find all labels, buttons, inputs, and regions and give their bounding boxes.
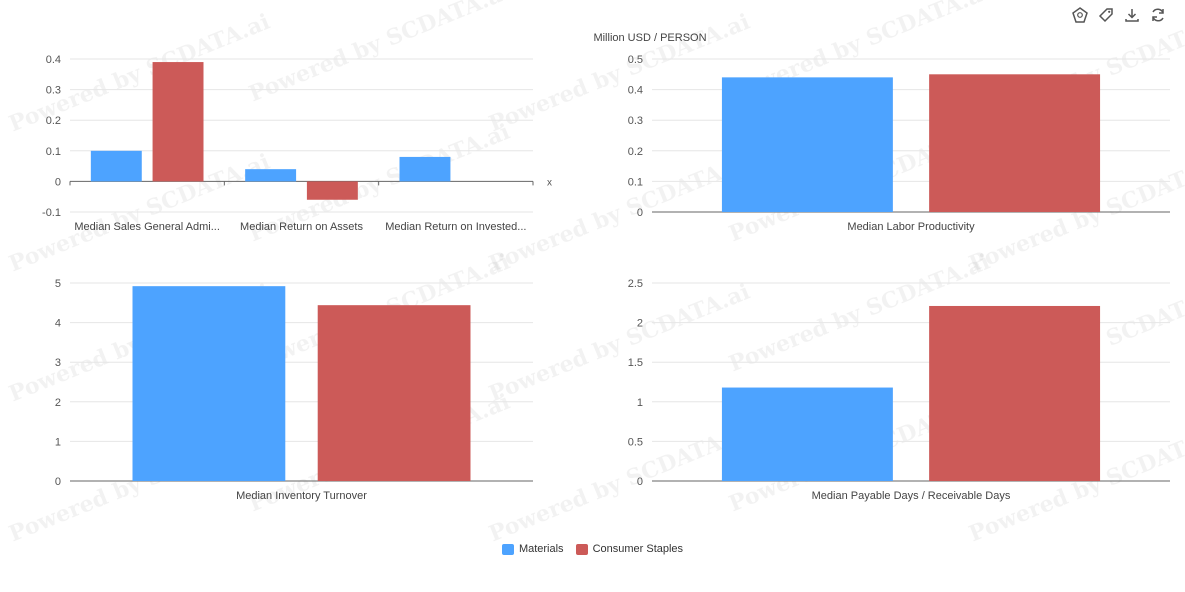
- x-category-label: Median Return on Invested...: [385, 221, 526, 233]
- y-tick-label: 4: [55, 318, 61, 330]
- y-tick-label: 3: [55, 357, 61, 369]
- x-category-label: Median Labor Productivity: [847, 221, 975, 233]
- bar-consumer-staples: [929, 74, 1101, 212]
- y-tick-label: 0.5: [628, 436, 643, 448]
- y-tick-label: 0.4: [628, 85, 643, 97]
- x-category-label: Median Inventory Turnover: [236, 490, 367, 502]
- y-tick-label: 0: [637, 207, 643, 219]
- x-category-label: Median Return on Assets: [240, 221, 363, 233]
- y-tick-label: 0.1: [46, 146, 61, 158]
- y-tick-label: 0.1: [628, 176, 643, 188]
- bar-materials: [90, 150, 142, 182]
- y-tick-label: 0.2: [46, 115, 61, 127]
- y-tick-label: 2.5: [628, 278, 643, 290]
- bar-materials: [721, 387, 893, 481]
- bar-consumer-staples: [929, 305, 1101, 481]
- y-tick-label: -0.1: [42, 207, 61, 219]
- bar-consumer-staples: [317, 305, 471, 481]
- legend-swatch-materials: [501, 543, 514, 555]
- refresh-icon[interactable]: [1149, 6, 1167, 24]
- y-tick-label: 0.3: [628, 115, 643, 127]
- y-tick-label: 0.5: [628, 54, 643, 66]
- legend-item-materials[interactable]: Materials: [501, 543, 564, 555]
- y-tick-label: 0.3: [46, 85, 61, 97]
- y-tick-label: 2: [55, 397, 61, 409]
- bar-materials: [721, 77, 893, 212]
- x-axis-label: x: [547, 177, 552, 188]
- bar-materials: [245, 169, 297, 182]
- bar-consumer-staples: [152, 62, 204, 182]
- x-category-label: Median Payable Days / Receivable Days: [812, 490, 1011, 502]
- x-category-label: Median Sales General Admi...: [74, 221, 220, 233]
- bar-consumer-staples: [306, 181, 358, 200]
- y-tick-label: 0.2: [628, 146, 643, 158]
- legend: Materials Consumer Staples: [0, 543, 1185, 555]
- y-tick-label: 0: [637, 476, 643, 488]
- bar-materials: [399, 156, 451, 182]
- y-tick-label: 0: [55, 176, 61, 188]
- y-tick-label: 1: [637, 397, 643, 409]
- y-tick-label: 1: [55, 436, 61, 448]
- legend-item-consumer-staples[interactable]: Consumer Staples: [575, 543, 684, 555]
- tag-icon[interactable]: [1097, 6, 1115, 24]
- y-tick-label: 0: [55, 476, 61, 488]
- legend-swatch-consumer-staples: [575, 543, 588, 555]
- legend-label-materials: Materials: [518, 543, 564, 555]
- y-tick-label: 1.5: [628, 357, 643, 369]
- bar-materials: [132, 286, 286, 481]
- y-tick-label: 0.4: [46, 54, 61, 66]
- chart-toolbar: [1071, 6, 1167, 24]
- y-tick-label: 2: [637, 318, 643, 330]
- unit-label: Million USD / PERSON: [593, 32, 707, 44]
- y-tick-label: 5: [55, 278, 61, 290]
- shape-tool-icon[interactable]: [1071, 6, 1089, 24]
- download-icon[interactable]: [1123, 6, 1141, 24]
- legend-label-consumer-staples: Consumer Staples: [592, 543, 684, 555]
